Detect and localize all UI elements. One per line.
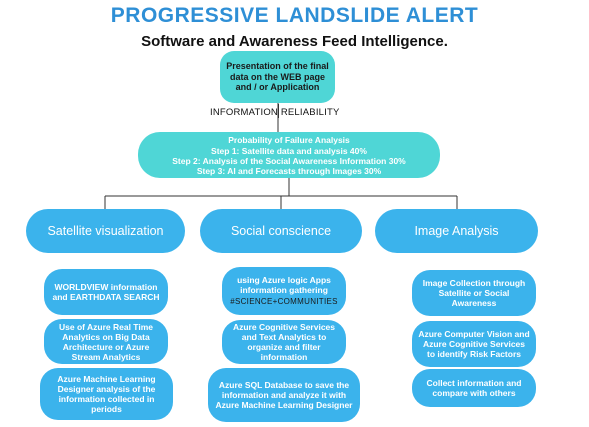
satellite-item-ml-designer: Azure Machine Learning Designer analysis… (40, 368, 173, 420)
social-item-sql-database: Azure SQL Database to save the informati… (208, 368, 360, 422)
page-subtitle: Software and Awareness Feed Intelligence… (141, 33, 448, 50)
image-item-computer-vision: Azure Computer Vision and Azure Cognitiv… (412, 321, 536, 367)
category-social-conscience: Social conscience (200, 209, 362, 253)
information-reliability-label: INFORMATION RELIABILITY (210, 107, 340, 118)
probability-analysis-box: Probability of Failure Analysis Step 1: … (138, 132, 440, 178)
probability-step-3: Step 3: AI and Forecasts through Images … (196, 165, 382, 176)
category-satellite-visualization: Satellite visualization (26, 209, 185, 253)
social-item-logic-apps-text: using Azure logic Apps information gathe… (237, 275, 331, 295)
image-item-collection: Image Collection through Satellite or So… (412, 270, 536, 316)
info-label-separator (278, 104, 279, 118)
probability-heading: Probability of Failure Analysis (228, 134, 350, 145)
final-data-presentation-box: Presentation of the final data on the WE… (220, 51, 335, 103)
probability-step-2: Step 2: Analysis of the Social Awareness… (172, 155, 406, 166)
satellite-item-realtime-analytics: Use of Azure Real Time Analytics on Big … (44, 319, 168, 364)
social-item-logic-apps: using Azure logic Apps information gathe… (222, 267, 346, 315)
probability-step-1: Step 1: Satellite data and analysis 40% (211, 145, 367, 156)
category-image-analysis: Image Analysis (375, 209, 538, 253)
page-title: PROGRESSIVE LANDSLIDE ALERT (110, 4, 479, 27)
satellite-item-worldview: WORLDVIEW information and EARTHDATA SEAR… (44, 269, 168, 315)
image-item-compare: Collect information and compare with oth… (412, 369, 536, 407)
social-item-cognitive-services: Azure Cognitive Services and Text Analyt… (222, 320, 346, 364)
social-hashtag: #SCIENCE+COMMUNITIES (230, 297, 338, 306)
